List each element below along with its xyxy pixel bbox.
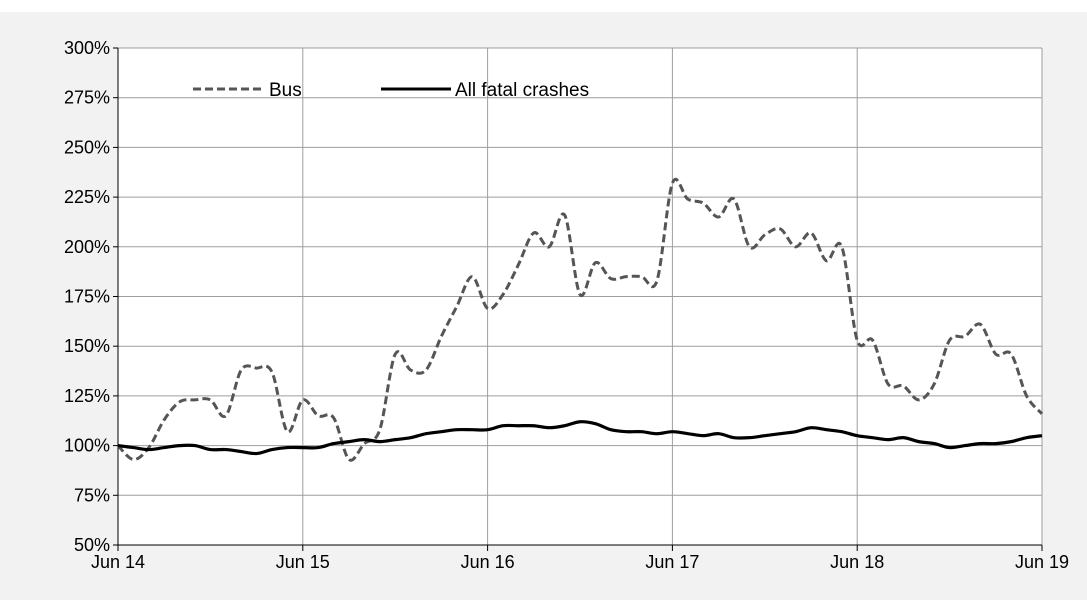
series-lines [116, 177, 1044, 462]
y-tick-label: 300% [64, 38, 110, 58]
x-tick-label: Jun 19 [1015, 552, 1069, 572]
legend-label-all-fatal-crashes: All fatal crashes [455, 80, 589, 101]
y-tick-label: 75% [74, 485, 110, 505]
x-tick-label: Jun 15 [276, 552, 330, 572]
line-chart: 50% 75% 100% 125% 150% 175% 200% 225% 250% 275% 30… [64, 38, 1069, 572]
y-tick-label: 225% [64, 187, 110, 207]
x-tick-labels: Jun 14 Jun 15 Jun 16 Jun 17 Jun 18 Jun 19 [91, 552, 1069, 572]
legend: Bus All fatal crashes [193, 80, 589, 101]
cropped-caption [0, 0, 1087, 9]
y-tick-label: 175% [64, 287, 110, 307]
series-line-all-fatal-crashes [117, 420, 1043, 456]
x-gridlines [302, 48, 1043, 545]
series-line-bus [116, 177, 1044, 462]
x-tick-label: Jun 18 [830, 552, 884, 572]
y-tick-label: 100% [64, 436, 110, 456]
x-tick-label: Jun 17 [645, 552, 699, 572]
y-tick-label: 150% [64, 336, 110, 356]
y-tick-label: 125% [64, 386, 110, 406]
y-tick-label: 50% [74, 535, 110, 555]
legend-label-bus: Bus [269, 80, 302, 101]
x-tick-label: Jun 16 [461, 552, 515, 572]
y-tick-label: 250% [64, 137, 110, 157]
y-tick-labels: 50% 75% 100% 125% 150% 175% 200% 225% 250% 275% 30… [64, 38, 110, 555]
axes [113, 47, 1043, 551]
x-tick-label: Jun 14 [91, 552, 145, 572]
y-tick-label: 275% [64, 88, 110, 108]
chart-container: 50% 75% 100% 125% 150% 175% 200% 225% 250% 275% 30… [0, 12, 1087, 600]
y-gridlines [118, 47, 1042, 496]
y-tick-label: 200% [64, 237, 110, 257]
